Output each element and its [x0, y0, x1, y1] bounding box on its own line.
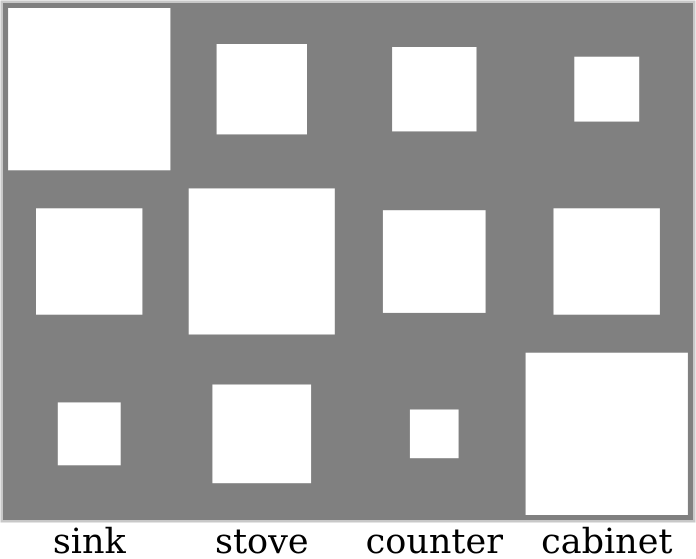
cell-square-r1-sink	[8, 8, 171, 171]
cell-square-r2-stove	[188, 188, 335, 335]
cell-square-r1-cabinet	[574, 56, 640, 122]
cell-square-r1-stove	[216, 44, 307, 135]
cell-group	[8, 8, 688, 515]
column-label-stove: stove	[215, 522, 309, 559]
cell-square-r3-counter	[409, 409, 459, 459]
cell-square-r3-sink	[57, 402, 121, 466]
cell-square-r1-counter	[392, 47, 477, 132]
cell-square-r2-sink	[36, 208, 143, 315]
column-label-sink: sink	[53, 522, 127, 559]
column-label-cabinet: cabinet	[541, 522, 672, 559]
column-label-counter: counter	[366, 522, 504, 559]
cell-square-r2-cabinet	[553, 208, 660, 315]
column-labels: sink stove counter cabinet	[53, 522, 673, 559]
cell-square-r2-counter	[382, 210, 486, 313]
cell-square-r3-cabinet	[525, 352, 688, 515]
cell-square-r3-stove	[212, 384, 312, 484]
